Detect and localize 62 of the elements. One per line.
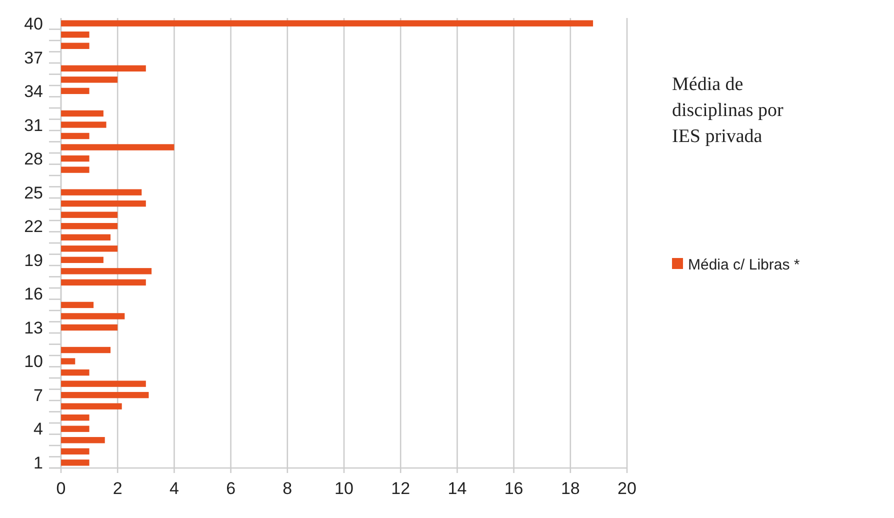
x-tick-label: 2 [112, 479, 122, 498]
bar [61, 279, 146, 286]
bar [61, 426, 90, 432]
bar [61, 392, 149, 398]
bar [61, 88, 90, 94]
y-tick-label: 34 [24, 82, 43, 102]
x-tick-label: 18 [560, 479, 580, 498]
legend-title: Média de disciplinas por IES privada [672, 74, 784, 147]
bar [61, 256, 104, 263]
bar [61, 65, 146, 72]
bar [61, 166, 90, 173]
y-tick-label: 13 [24, 318, 43, 338]
bar [61, 460, 90, 466]
y-tick-label: 7 [34, 386, 43, 405]
bar [61, 110, 104, 117]
x-tick-label: 0 [56, 479, 66, 498]
bar [61, 132, 90, 140]
x-tick-label: 14 [448, 479, 467, 498]
bar [61, 32, 90, 38]
bar [61, 324, 118, 331]
x-tick-label: 12 [391, 479, 410, 498]
bar [61, 189, 142, 196]
y-tick-label: 4 [34, 420, 43, 439]
bar [61, 414, 90, 421]
y-tick-label: 31 [24, 116, 43, 135]
y-tick-label: 28 [24, 150, 43, 169]
x-tick-label: 10 [334, 479, 354, 498]
y-tick-label: 19 [24, 250, 43, 270]
bar [61, 448, 90, 454]
x-tick-label: 20 [618, 479, 636, 498]
x-tick-label: 8 [282, 479, 292, 498]
bar [61, 437, 105, 444]
x-tick-label: 6 [226, 479, 236, 498]
bar [61, 155, 90, 162]
bar [61, 302, 94, 308]
y-tick-label: 22 [24, 217, 43, 236]
bar [61, 403, 122, 410]
bar [61, 313, 125, 320]
y-tick-label: 10 [24, 352, 43, 372]
y-tick-label: 25 [24, 183, 43, 202]
bar [61, 42, 90, 49]
bar [61, 234, 111, 240]
bar [61, 223, 118, 230]
bar [61, 246, 118, 252]
legend-label: Média c/ Libras * [688, 256, 800, 274]
bar [61, 380, 146, 387]
bar [61, 212, 118, 218]
bar [61, 268, 152, 274]
bar [61, 200, 146, 207]
bar [61, 144, 174, 150]
y-tick-label: 1 [34, 453, 43, 472]
bar [61, 20, 594, 26]
bar [61, 76, 118, 83]
y-tick-label: 16 [24, 284, 43, 304]
x-tick-label: 16 [504, 479, 524, 498]
bar [61, 122, 106, 128]
x-tick-label: 4 [169, 479, 179, 498]
bar [61, 358, 76, 364]
y-tick-label: 40 [24, 14, 43, 34]
bar [61, 369, 90, 376]
y-tick-label: 37 [24, 48, 43, 68]
bar [61, 346, 111, 354]
